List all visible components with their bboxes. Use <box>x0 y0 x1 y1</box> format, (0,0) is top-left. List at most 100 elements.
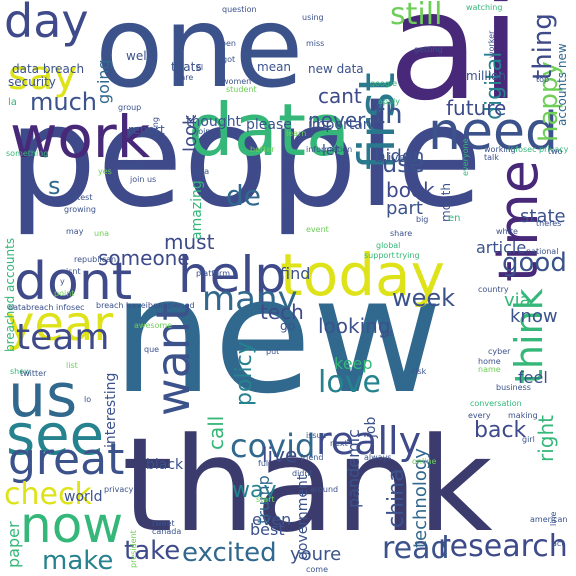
word-back: back <box>474 418 527 443</box>
word-friend: friend <box>300 453 324 462</box>
word-excited: excited <box>182 538 277 568</box>
word-live: live <box>262 443 298 467</box>
word-point: point <box>54 289 75 298</box>
word-book: book <box>386 178 435 202</box>
word-republican: republican <box>74 255 117 264</box>
word-new: new <box>112 242 443 429</box>
word-care: care <box>176 73 194 82</box>
word-big: big <box>416 215 429 224</box>
word-tweet: tweet <box>152 519 175 528</box>
word-love: love <box>318 365 381 400</box>
word-see: see <box>6 403 105 468</box>
word-ai: ai <box>388 0 522 134</box>
word-learn: learn <box>286 129 307 138</box>
word-top: top <box>536 75 550 84</box>
word-risk: risk <box>412 367 427 376</box>
word-th: th <box>374 97 403 130</box>
word-trying: trying <box>396 251 420 260</box>
word-theres: theres <box>536 219 562 228</box>
word-help: help <box>178 246 287 304</box>
word-day: day <box>4 0 89 48</box>
word-china: china <box>384 468 409 528</box>
word-support: support <box>364 251 395 260</box>
word-una: una <box>94 229 110 238</box>
word-miss: miss <box>306 39 325 48</box>
word-yes: yes <box>98 167 112 176</box>
word-full: full <box>258 459 271 468</box>
word-thank: thank <box>122 409 493 561</box>
word-well: well <box>126 49 150 63</box>
word-en: en <box>448 213 461 224</box>
word-research: research <box>438 529 568 564</box>
word-great: great <box>8 434 125 485</box>
word-information: information <box>306 145 353 154</box>
word-important: important <box>308 117 378 133</box>
word-isnt: isnt <box>66 267 81 276</box>
word-biden: biden <box>374 146 425 167</box>
word-today: today <box>280 241 445 309</box>
word-want: want <box>146 302 200 416</box>
word-tech: tech <box>260 300 304 324</box>
word-year: year <box>6 296 114 352</box>
word-someone: someone <box>98 246 190 270</box>
word-event: event <box>306 225 329 234</box>
word-take: take <box>124 536 181 566</box>
word-home: home <box>478 357 501 366</box>
word-open: open <box>216 39 236 48</box>
word-apply: apply <box>378 97 401 106</box>
word-work: work <box>10 103 151 171</box>
word-report: report <box>128 123 165 137</box>
word-talk: talk <box>484 153 499 162</box>
word-canada: canada <box>152 527 182 536</box>
word-piece: piece <box>122 161 144 170</box>
word-got: got <box>222 55 236 64</box>
word-question: question <box>222 5 257 14</box>
word-cyber: cyber <box>488 347 511 356</box>
word-around: around <box>310 485 339 494</box>
word-check: check <box>4 477 92 512</box>
word-article: article <box>476 238 527 257</box>
word-breached-accounts: breached accounts <box>3 237 17 352</box>
word-girl: girl <box>522 435 535 444</box>
word-privacy: privacy <box>104 485 134 494</box>
word-please: please <box>246 117 292 133</box>
word-next: next <box>330 439 348 448</box>
word-act: act <box>552 539 565 548</box>
word-didnt: didnt <box>292 469 313 478</box>
word-watching: watching <box>466 3 503 12</box>
word-thought: thought <box>186 114 242 130</box>
word-breach-haveibeenpwned: breach haveibeenpwned <box>96 301 195 310</box>
word-million: million <box>466 69 506 83</box>
word-worker: worker <box>487 30 496 58</box>
word-many: many <box>202 279 298 319</box>
word-group: group <box>118 103 142 112</box>
word-name: name <box>478 365 501 374</box>
word-feel: feel <box>518 368 548 387</box>
word-team: team <box>16 317 110 358</box>
word-cant: cant <box>318 84 362 108</box>
word-el: el <box>196 63 204 72</box>
word-put: put <box>266 347 280 356</box>
word-idea: idea <box>192 167 210 176</box>
word-may: may <box>66 227 84 236</box>
word-conversation: conversation <box>470 399 522 408</box>
word-share: share <box>390 229 413 238</box>
word-student: student <box>226 85 257 94</box>
word-de: de <box>226 179 261 212</box>
word-job: job <box>363 416 379 438</box>
word-women: women <box>222 77 252 86</box>
word-ive: ive <box>388 151 406 165</box>
word-president: president <box>129 530 138 568</box>
word-issue: issue <box>306 431 327 440</box>
word-country: country <box>478 285 509 294</box>
word-paper: paper <box>4 521 23 568</box>
word-right: right <box>534 415 558 462</box>
word-awesome: awesome <box>134 321 173 330</box>
word-something: something <box>6 149 49 158</box>
word-show: show <box>10 367 31 376</box>
word-still: still <box>390 0 443 32</box>
word-infosec-privacy: infosec privacy <box>508 145 569 154</box>
word-even: even <box>252 510 292 529</box>
word-using: using <box>302 13 324 22</box>
